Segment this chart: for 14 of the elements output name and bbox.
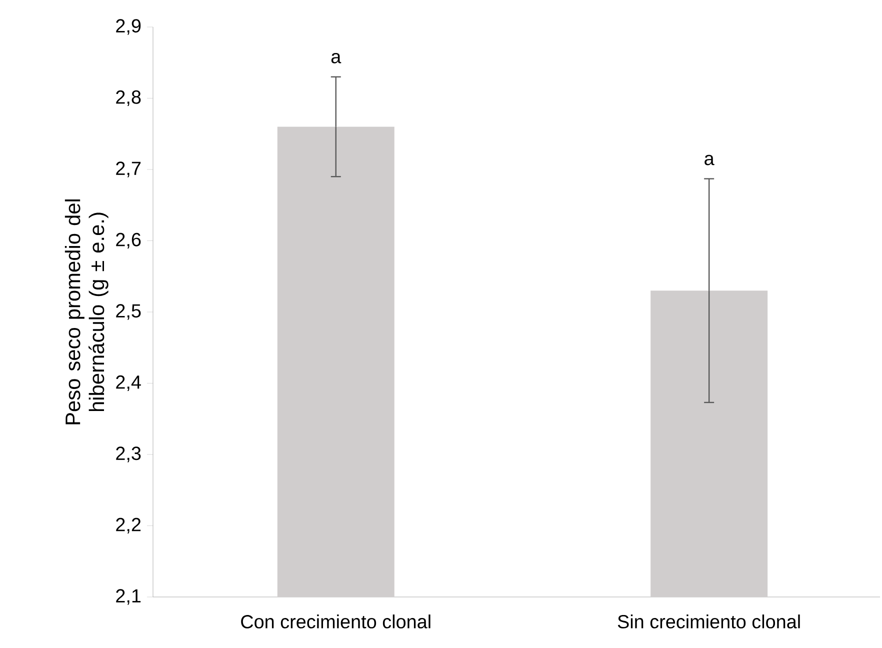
y-tick-label: 2,7 xyxy=(116,162,141,178)
annotation: a xyxy=(331,52,342,64)
y-tick-label: 2,5 xyxy=(116,304,141,320)
y-tick-label: 2,8 xyxy=(116,90,141,106)
y-tick-label: 2,9 xyxy=(116,19,141,35)
y-tick-label: 2,2 xyxy=(116,518,141,534)
y-tick-label: 2,6 xyxy=(116,232,141,249)
x-tick-label: Sin crecimiento clonal xyxy=(618,614,800,628)
y-axis-title: Peso seco promedio del hibernáculo (g ± e.e.) xyxy=(64,199,108,424)
y-tick-label: 2,1 xyxy=(116,589,141,605)
y-tick-label: 2,4 xyxy=(116,375,141,392)
x-tick-label: Con crecimiento clonal xyxy=(241,614,430,628)
annotation: a xyxy=(704,154,714,166)
y-tick-label: 2,3 xyxy=(116,446,141,462)
